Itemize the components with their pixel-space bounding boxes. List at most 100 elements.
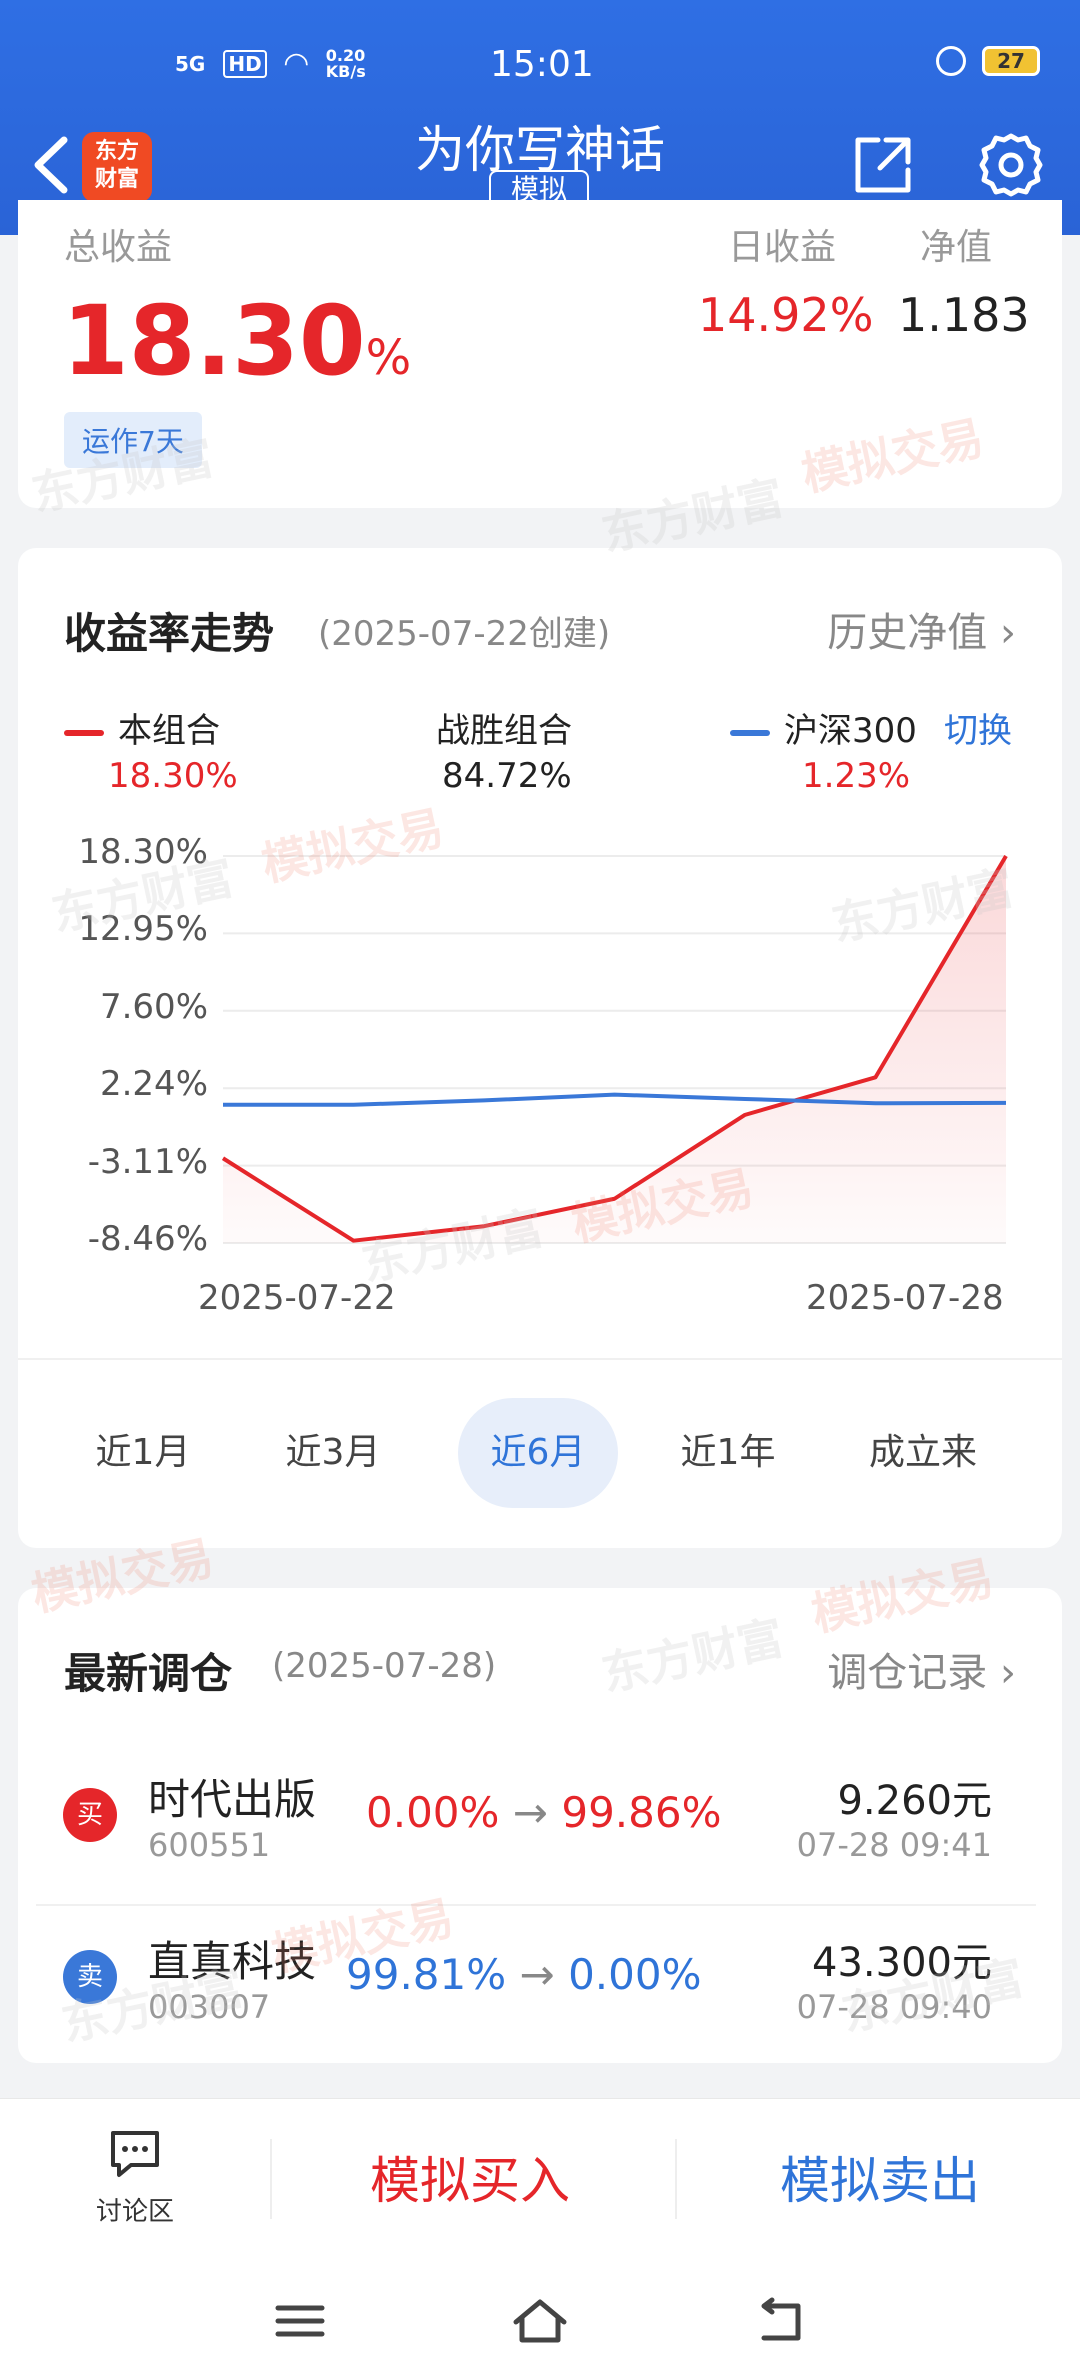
position-change: 0.00% → 99.86% [366,1788,722,1837]
position-from: 99.81% [346,1950,507,1999]
net-value-value: 1.183 [898,288,1030,342]
simulated-sell-button[interactable]: 模拟卖出 [780,2152,980,2210]
status-bar: 5G HD ◠ 0.20 KB/s 15:01 27 [0,40,1080,90]
stock-code: 600551 [148,1826,271,1864]
discussion-button[interactable]: 讨论区 [80,2129,190,2229]
total-return-label: 总收益 [64,227,173,268]
daily-return-label: 日收益 [728,227,837,268]
buy-badge-icon: 买 [63,1788,117,1842]
divider [270,2139,272,2219]
simulated-buy-button[interactable]: 模拟买入 [370,2152,570,2210]
rebalance-card: 最新调仓 (2025-07-28) 调仓记录 › 买 时代出版 600551 0… [18,1588,1062,2063]
home-icon[interactable] [510,2296,570,2346]
trend-card: 收益率走势 (2025-07-22创建) 历史净值 › 本组合 18.30% 战… [18,548,1062,1548]
daily-return-value: 14.92% [698,288,874,342]
trend-title: 收益率走势 [64,609,275,658]
chevron-right-icon: › [1000,610,1016,656]
series-area-fill [223,856,1006,1243]
history-nav-label: 历史净值 [827,610,988,656]
x-tick-start: 2025-07-22 [198,1278,396,1318]
row-divider [36,1904,1036,1906]
y-tick-label: 7.60% [99,986,208,1027]
rebalance-record-label: 调仓记录 [827,1650,988,1696]
chevron-right-icon: › [1000,1650,1016,1696]
page-title: 为你写神话 [415,121,665,179]
logo-line1: 东方 [94,139,139,164]
total-return-unit: % [365,330,412,386]
bottom-action-bar: 讨论区 模拟买入 模拟卖出 [0,2098,1080,2258]
hd-icon: HD [223,49,267,78]
position-change: 99.81% → 0.00% [346,1950,702,1999]
back-icon[interactable] [22,130,82,200]
y-tick-label: -3.11% [87,1141,208,1182]
created-date: (2025-07-22创建) [318,614,611,654]
legend-beat-value: 84.72% [442,756,572,796]
position-to: 99.86% [561,1788,722,1837]
period-3m-tab[interactable]: 近3月 [285,1432,381,1473]
legend-portfolio-name: 本组合 [118,711,220,751]
stock-name: 直真科技 [148,1937,317,1986]
y-tick-label: 2.24% [99,1064,208,1105]
summary-card: 总收益 18.30% 运作7天 日收益 净值 14.92% 1.183 [18,200,1062,508]
alarm-icon [936,46,966,76]
trade-row-sell[interactable]: 卖 直真科技 003007 99.81% → 0.00% 43.300元 07-… [18,1910,1062,2070]
switch-benchmark-button[interactable]: 切换 [944,711,1012,751]
arrow-right-icon: → [519,1950,555,1999]
system-navigation-bar [0,2258,1080,2376]
trade-time: 07-28 09:41 [796,1826,992,1864]
clock: 15:01 [490,44,594,85]
back-nav-icon[interactable] [750,2296,810,2346]
period-6m-tab[interactable]: 近6月 [458,1398,618,1508]
x-tick-end: 2025-07-28 [806,1278,1004,1318]
divider [18,1358,1062,1360]
series-line-benchmark [223,1092,1007,1107]
battery-icon: 27 [982,46,1040,76]
legend-blue-line [730,729,770,736]
settings-gear-icon[interactable] [976,130,1046,200]
nav-bar: 东方 财富 为你写神话 模拟 [0,110,1080,220]
net-value-label: 净值 [920,227,993,268]
legend-benchmark-value: 1.23% [802,756,911,796]
stock-name: 时代出版 [148,1775,317,1824]
running-days-badge: 运作7天 [64,412,202,468]
discussion-label: 讨论区 [95,2197,174,2227]
menu-icon[interactable] [270,2296,330,2346]
trade-time: 07-28 09:40 [796,1988,992,2026]
trade-price: 43.300元 [812,1940,992,1986]
legend-benchmark-name: 沪深300 [784,711,917,751]
app-header: 5G HD ◠ 0.20 KB/s 15:01 27 东方 财富 为你写神话 模… [0,0,1080,235]
rebalance-title: 最新调仓 [64,1649,233,1698]
status-icons-right: 27 [936,46,1040,76]
total-return-value: 18.30% [62,285,411,397]
divider [675,2139,677,2219]
rebalance-record-link[interactable]: 调仓记录 › [827,1640,1016,1698]
period-since-inception-tab[interactable]: 成立来 [868,1432,977,1473]
total-return-number: 18.30 [62,285,366,397]
legend-red-line [64,729,104,736]
rebalance-date: (2025-07-28) [272,1646,497,1686]
wifi-icon: ◠ [284,46,308,81]
position-from: 0.00% [366,1788,500,1837]
legend-portfolio: 本组合 [64,703,220,752]
net-speed: 0.20 KB/s [325,45,366,81]
legend-portfolio-value: 18.30% [108,756,238,796]
y-tick-label: -8.46% [87,1219,208,1259]
y-tick-label: 12.95% [78,909,208,950]
series-line-portfolio [221,854,1008,1243]
period-1m-tab[interactable]: 近1月 [95,1432,191,1473]
status-icons-left: 5G HD ◠ 0.20 KB/s [175,46,366,81]
trade-row-buy[interactable]: 买 时代出版 600551 0.00% → 99.86% 9.260元 07-2… [18,1748,1062,1908]
share-icon[interactable] [850,132,916,198]
stock-code: 003007 [148,1988,271,2026]
position-to: 0.00% [568,1950,702,1999]
sell-badge-icon: 卖 [63,1950,117,2004]
brand-logo: 东方 财富 [82,132,152,202]
history-nav-link[interactable]: 历史净值 › [827,600,1016,658]
chat-bubble-icon [111,2131,159,2177]
legend-benchmark: 沪深300 [730,703,917,752]
return-chart [221,854,1008,1244]
period-1y-tab[interactable]: 近1年 [680,1432,776,1473]
y-tick-label: 18.30% [78,832,208,872]
arrow-right-icon: → [512,1788,548,1837]
network-indicator: 5G [175,51,206,76]
